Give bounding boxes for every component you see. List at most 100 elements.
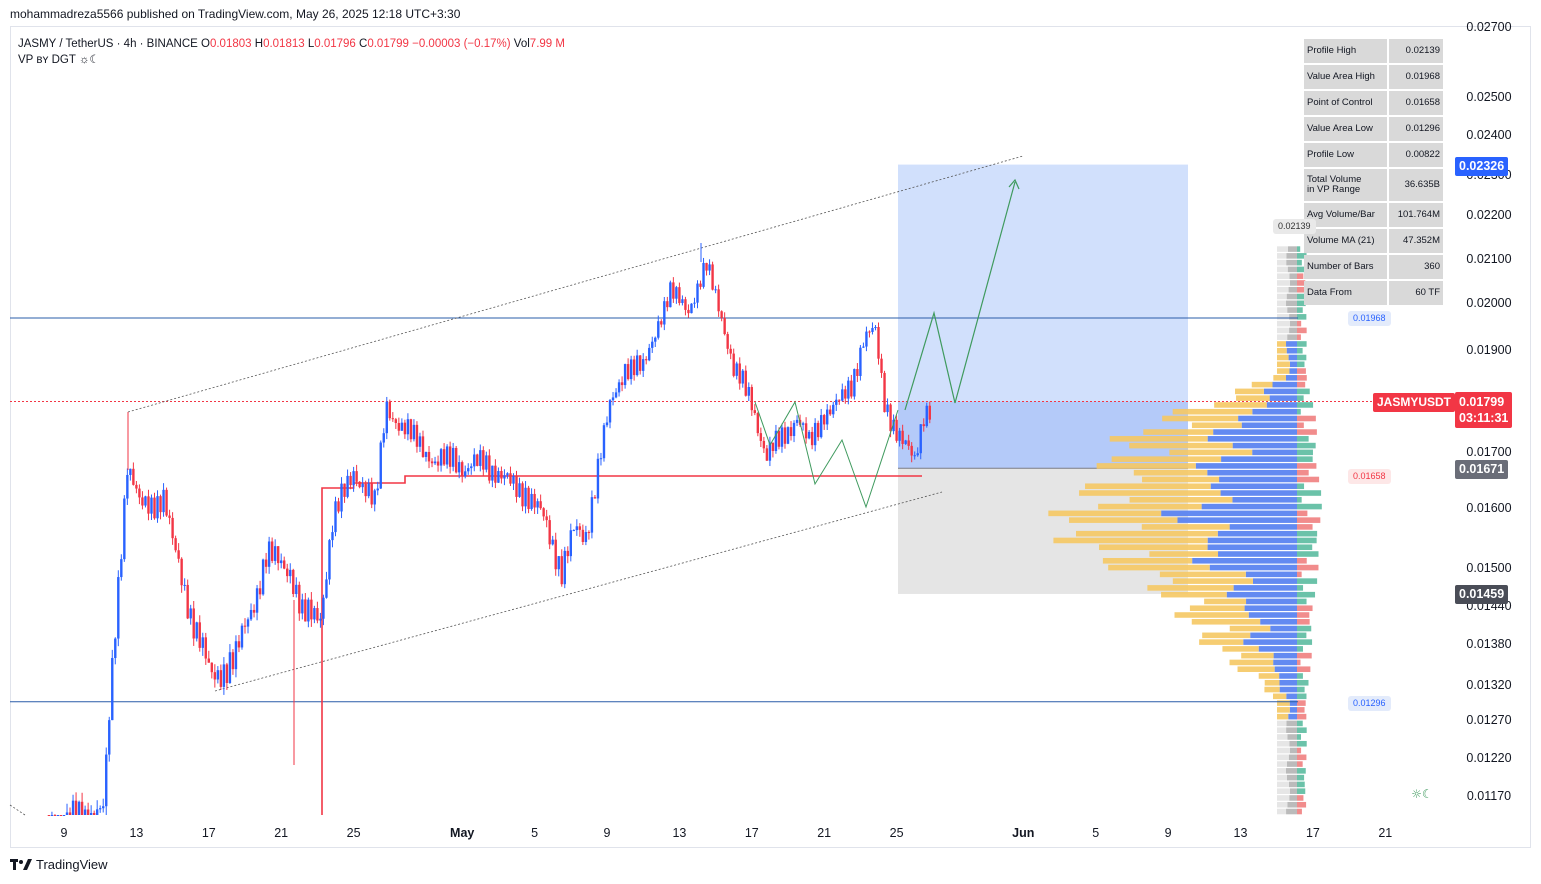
vp-sell-bar (1277, 707, 1290, 713)
vp-sell-bar (1174, 612, 1249, 618)
candle-body (289, 569, 292, 577)
candle-body (307, 599, 310, 622)
vp-delta-bar (1297, 375, 1307, 381)
candle-body (373, 490, 376, 505)
stats-label: Value Area Low (1304, 117, 1387, 141)
vp-delta-bar (1297, 456, 1313, 462)
candle-body (823, 415, 826, 425)
vp-buy-bar (1217, 530, 1297, 537)
candle-body (439, 449, 443, 466)
candle-body (898, 430, 901, 441)
candle-body (313, 608, 316, 620)
price-tick-label: 0.02500 (1466, 90, 1511, 104)
vp-sell-bar (1142, 476, 1220, 483)
vp-delta-bar (1297, 564, 1319, 571)
candle-body (732, 353, 735, 376)
vp-sell-bar (1277, 354, 1289, 361)
candle-body (310, 599, 313, 620)
vp-buy-bar (1248, 612, 1297, 618)
vp-delta-bar (1297, 727, 1307, 733)
vp-buy-bar (1210, 483, 1297, 490)
candle-body (645, 359, 648, 361)
vp-sell-bar (1277, 795, 1290, 801)
candle-body (669, 282, 672, 308)
candle-body (280, 560, 283, 564)
vp-sell-bar (1277, 740, 1290, 747)
channel-upper (127, 155, 1024, 413)
price-axis[interactable]: 0.027000.025000.024000.023000.022000.021… (1466, 20, 1511, 803)
candle-body (919, 424, 922, 454)
candle-body (491, 465, 494, 481)
vp-delta-bar (1297, 300, 1306, 307)
candle-body (406, 419, 410, 435)
candle-body (264, 559, 268, 567)
candle-body (651, 341, 654, 348)
symbol-label[interactable]: JASMY / TetherUS · 4h · BINANCE (18, 38, 198, 50)
vp-sell-bar (1273, 375, 1286, 381)
candle-body (666, 301, 669, 308)
vp-sell-bar (1277, 314, 1290, 320)
vp-delta-bar (1297, 537, 1317, 544)
vp-delta-bar (1297, 605, 1313, 612)
candle-body (388, 401, 391, 419)
vp-delta-bar (1297, 768, 1306, 774)
candle-body (904, 440, 907, 444)
candle-body (611, 397, 615, 401)
vp-buy-bar (1269, 395, 1297, 401)
stats-value: 360 (1389, 255, 1443, 279)
high-label: H (254, 38, 264, 50)
candle-body (397, 423, 401, 431)
stop-price-tag: 0.01459 (1455, 585, 1509, 604)
channel-lower-prev (9, 804, 26, 816)
candle-body (928, 405, 931, 420)
vp-sell-bar (1229, 659, 1274, 666)
candle-body (80, 801, 84, 815)
tradingview-logo[interactable]: TradingView (10, 857, 108, 872)
target-price-tag: 0.02326 (1455, 157, 1509, 176)
vp-sell-bar (1277, 347, 1287, 354)
last-price-tag: 0.01799 03:11:31 (1455, 392, 1513, 428)
change-value: −0.00003 (−0.17%) (412, 38, 511, 50)
candle-body (376, 488, 379, 491)
indicator-label[interactable]: VP ʙʏ DGT ☼☾ (18, 54, 100, 66)
candle-body (95, 809, 99, 815)
candle-body (548, 520, 551, 545)
vp-delta-bar (1297, 442, 1316, 449)
candle-body (714, 289, 717, 291)
chart-pane[interactable] (10, 26, 1531, 848)
vp-delta-bar (1297, 795, 1304, 801)
candle-body (162, 489, 165, 513)
candle-body (602, 425, 606, 459)
candle-body (584, 532, 588, 542)
vp-buy-bar (1177, 517, 1297, 523)
vp-delta-bar (1297, 436, 1309, 442)
stats-value: 0.01296 (1389, 117, 1443, 141)
candle-body (717, 289, 720, 312)
candle-body (539, 501, 542, 509)
vp-sell-bar (1069, 517, 1178, 523)
open-label: O (201, 38, 210, 50)
candle-body (195, 622, 198, 639)
vp-sell-bar (1133, 469, 1208, 476)
vp-sell-bar (1053, 537, 1208, 544)
candle-body (454, 447, 458, 473)
vp-delta-bar (1297, 341, 1307, 347)
candle-body (129, 468, 132, 475)
price-tick-label: 0.02100 (1466, 252, 1511, 266)
candle-body (563, 550, 566, 585)
vp-delta-bar (1297, 761, 1303, 767)
time-axis[interactable]: 9 13 17 21 25 May 5 9 13 17 21 25 Jun 5 9 13 17 21 (61, 826, 1393, 840)
candle-body (871, 328, 874, 332)
vp-buy-bar (1260, 618, 1297, 625)
candle-body (436, 461, 440, 466)
vp-buy-bar (1286, 347, 1297, 354)
vp-buy-bar (1207, 469, 1297, 476)
candle-body (711, 264, 714, 290)
candle-body (494, 465, 497, 483)
vp-buy-bar (1201, 503, 1297, 510)
vp-delta-bar (1297, 673, 1303, 679)
candle-body (105, 754, 108, 807)
vp-buy-bar (1286, 259, 1297, 266)
time-tick-label: 21 (817, 826, 831, 840)
